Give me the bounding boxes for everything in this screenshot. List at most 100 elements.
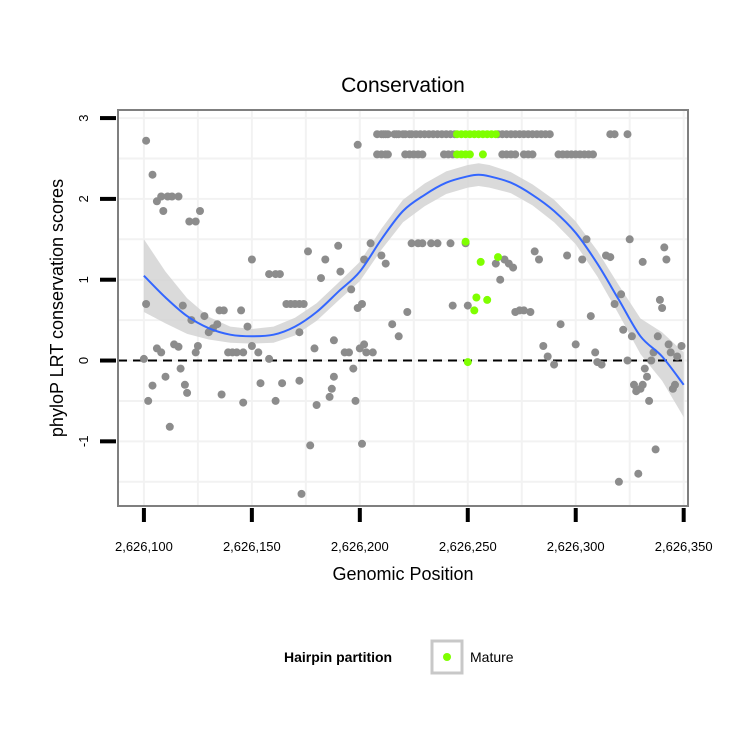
legend-title: Hairpin partition (284, 649, 392, 665)
data-point-other (407, 239, 416, 248)
data-point-other (381, 259, 390, 268)
data-point-other (491, 259, 500, 268)
data-point-other (630, 380, 638, 389)
data-point-other (191, 348, 200, 357)
data-point-other (606, 253, 615, 262)
data-point-mature (461, 237, 470, 246)
x-tick-label: 2,626,350 (655, 539, 713, 554)
data-point-other (427, 239, 436, 248)
data-point-other (217, 390, 226, 399)
x-tick-label: 2,626,250 (439, 539, 497, 554)
data-point-other (336, 267, 345, 276)
data-point-other (660, 243, 669, 252)
data-point-other (219, 306, 228, 315)
data-point-other (528, 150, 537, 159)
x-tick-label: 2,626,100 (115, 539, 173, 554)
data-point-other (610, 300, 619, 308)
data-point-other (353, 140, 362, 149)
data-point-other (658, 304, 667, 312)
data-point-other (671, 380, 679, 389)
data-point-other (312, 401, 321, 409)
legend-label-mature: Mature (470, 649, 514, 665)
data-point-other (666, 348, 675, 357)
data-point-other (360, 340, 369, 349)
data-point-other (345, 348, 353, 357)
data-point-other (295, 328, 304, 337)
data-point-other (329, 336, 338, 345)
data-point-other (556, 320, 565, 329)
data-point-other (377, 251, 386, 260)
data-point-other (651, 445, 660, 454)
data-point-other (139, 354, 148, 363)
data-point-other (327, 384, 336, 393)
data-point-other (627, 332, 636, 341)
data-point-other (433, 239, 442, 248)
data-point-other (539, 342, 548, 350)
data-point-other (157, 348, 166, 357)
data-point-other (383, 150, 392, 159)
data-point-other (275, 270, 284, 279)
data-point-other (388, 320, 397, 329)
data-point-other (191, 217, 200, 226)
data-point-other (519, 306, 528, 315)
data-point-other (325, 392, 334, 401)
data-point-other (178, 301, 187, 310)
data-point-mature (483, 295, 492, 304)
data-point-other (183, 388, 192, 397)
confidence-band (143, 163, 684, 418)
mature-points-series (453, 130, 502, 367)
data-point-other (168, 192, 176, 201)
y-tick-label: -1 (76, 436, 91, 448)
data-point-other (591, 348, 600, 357)
chart-title: Conservation (341, 74, 465, 97)
y-tick-label: 3 (76, 114, 91, 121)
legend-key-box (430, 639, 464, 675)
data-point-other (157, 192, 166, 201)
data-point-other (334, 241, 343, 250)
data-point-other (446, 239, 455, 248)
y-tick-label: 1 (76, 276, 91, 283)
data-point-other (265, 354, 274, 363)
data-point-mature (470, 306, 479, 315)
data-point-other (563, 251, 572, 260)
data-point-other (638, 257, 647, 266)
data-point-other (362, 348, 371, 357)
data-point-other (597, 360, 606, 369)
smooth-curve (143, 173, 685, 386)
panel-border (117, 109, 689, 507)
data-point-other (582, 235, 591, 244)
data-point-other (278, 379, 287, 388)
data-point-other (347, 285, 356, 294)
x-tick-label: 2,626,300 (547, 539, 605, 554)
data-point-mature (463, 358, 472, 367)
data-point-other (383, 130, 392, 139)
data-point-other (144, 396, 153, 405)
data-point-other (317, 274, 325, 283)
data-point-other (239, 348, 248, 357)
data-point-mature (478, 150, 487, 159)
y-tick-label: 0 (76, 357, 91, 364)
data-point-other (589, 150, 597, 159)
x-tick-label: 2,626,200 (331, 539, 389, 554)
data-point-other (180, 380, 189, 389)
data-point-other (619, 325, 628, 334)
data-point-other (418, 239, 427, 248)
data-point-other (571, 340, 580, 349)
smooth-line (143, 173, 685, 386)
data-point-other (295, 376, 304, 385)
data-point-other (237, 306, 246, 315)
data-point-other (243, 322, 252, 331)
other-points-series (139, 130, 686, 498)
data-point-other (196, 207, 204, 215)
data-point-other (174, 192, 183, 201)
axes: 2,626,100 2,626,150 2,626,200 2,626,250 2,62… (76, 114, 713, 554)
data-point-other (165, 422, 174, 431)
data-point-other (403, 308, 412, 316)
data-point-other (535, 255, 543, 264)
data-point-other (530, 247, 539, 256)
data-point-other (351, 396, 360, 405)
data-point-other (148, 381, 157, 390)
data-point-other (638, 380, 647, 389)
data-point-other (655, 295, 664, 304)
